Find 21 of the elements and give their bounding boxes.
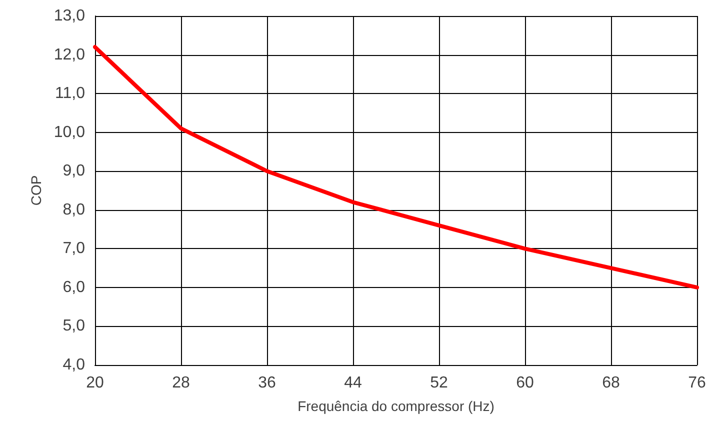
x-tick-label: 52	[430, 374, 448, 392]
x-tick-label: 68	[602, 374, 620, 392]
y-tick-label: 13,0	[54, 8, 86, 24]
y-tick-label: 11,0	[55, 85, 86, 102]
y-tick-label: 4,0	[62, 356, 86, 374]
x-tick-label: 60	[516, 374, 534, 392]
y-tick-label: 8,0	[62, 201, 86, 218]
x-tick-label: 44	[344, 374, 362, 392]
y-tick-label: 10,0	[54, 124, 86, 141]
y-tick-label: 7,0	[62, 240, 86, 258]
y-tick-label: 6,0	[62, 278, 86, 296]
x-tick-label: 76	[688, 374, 706, 392]
x-tick-label: 20	[86, 374, 104, 392]
x-tick-label: 28	[172, 374, 190, 392]
y-axis-title: COP	[28, 175, 44, 206]
y-tick-label: 5,0	[62, 318, 86, 335]
y-tick-label: 9,0	[62, 162, 86, 180]
x-tick-label: 36	[258, 374, 276, 392]
x-axis-title: Frequência do compressor (Hz)	[298, 398, 494, 414]
line-series	[93, 45, 699, 290]
y-tick-label: 12,0	[54, 46, 86, 64]
